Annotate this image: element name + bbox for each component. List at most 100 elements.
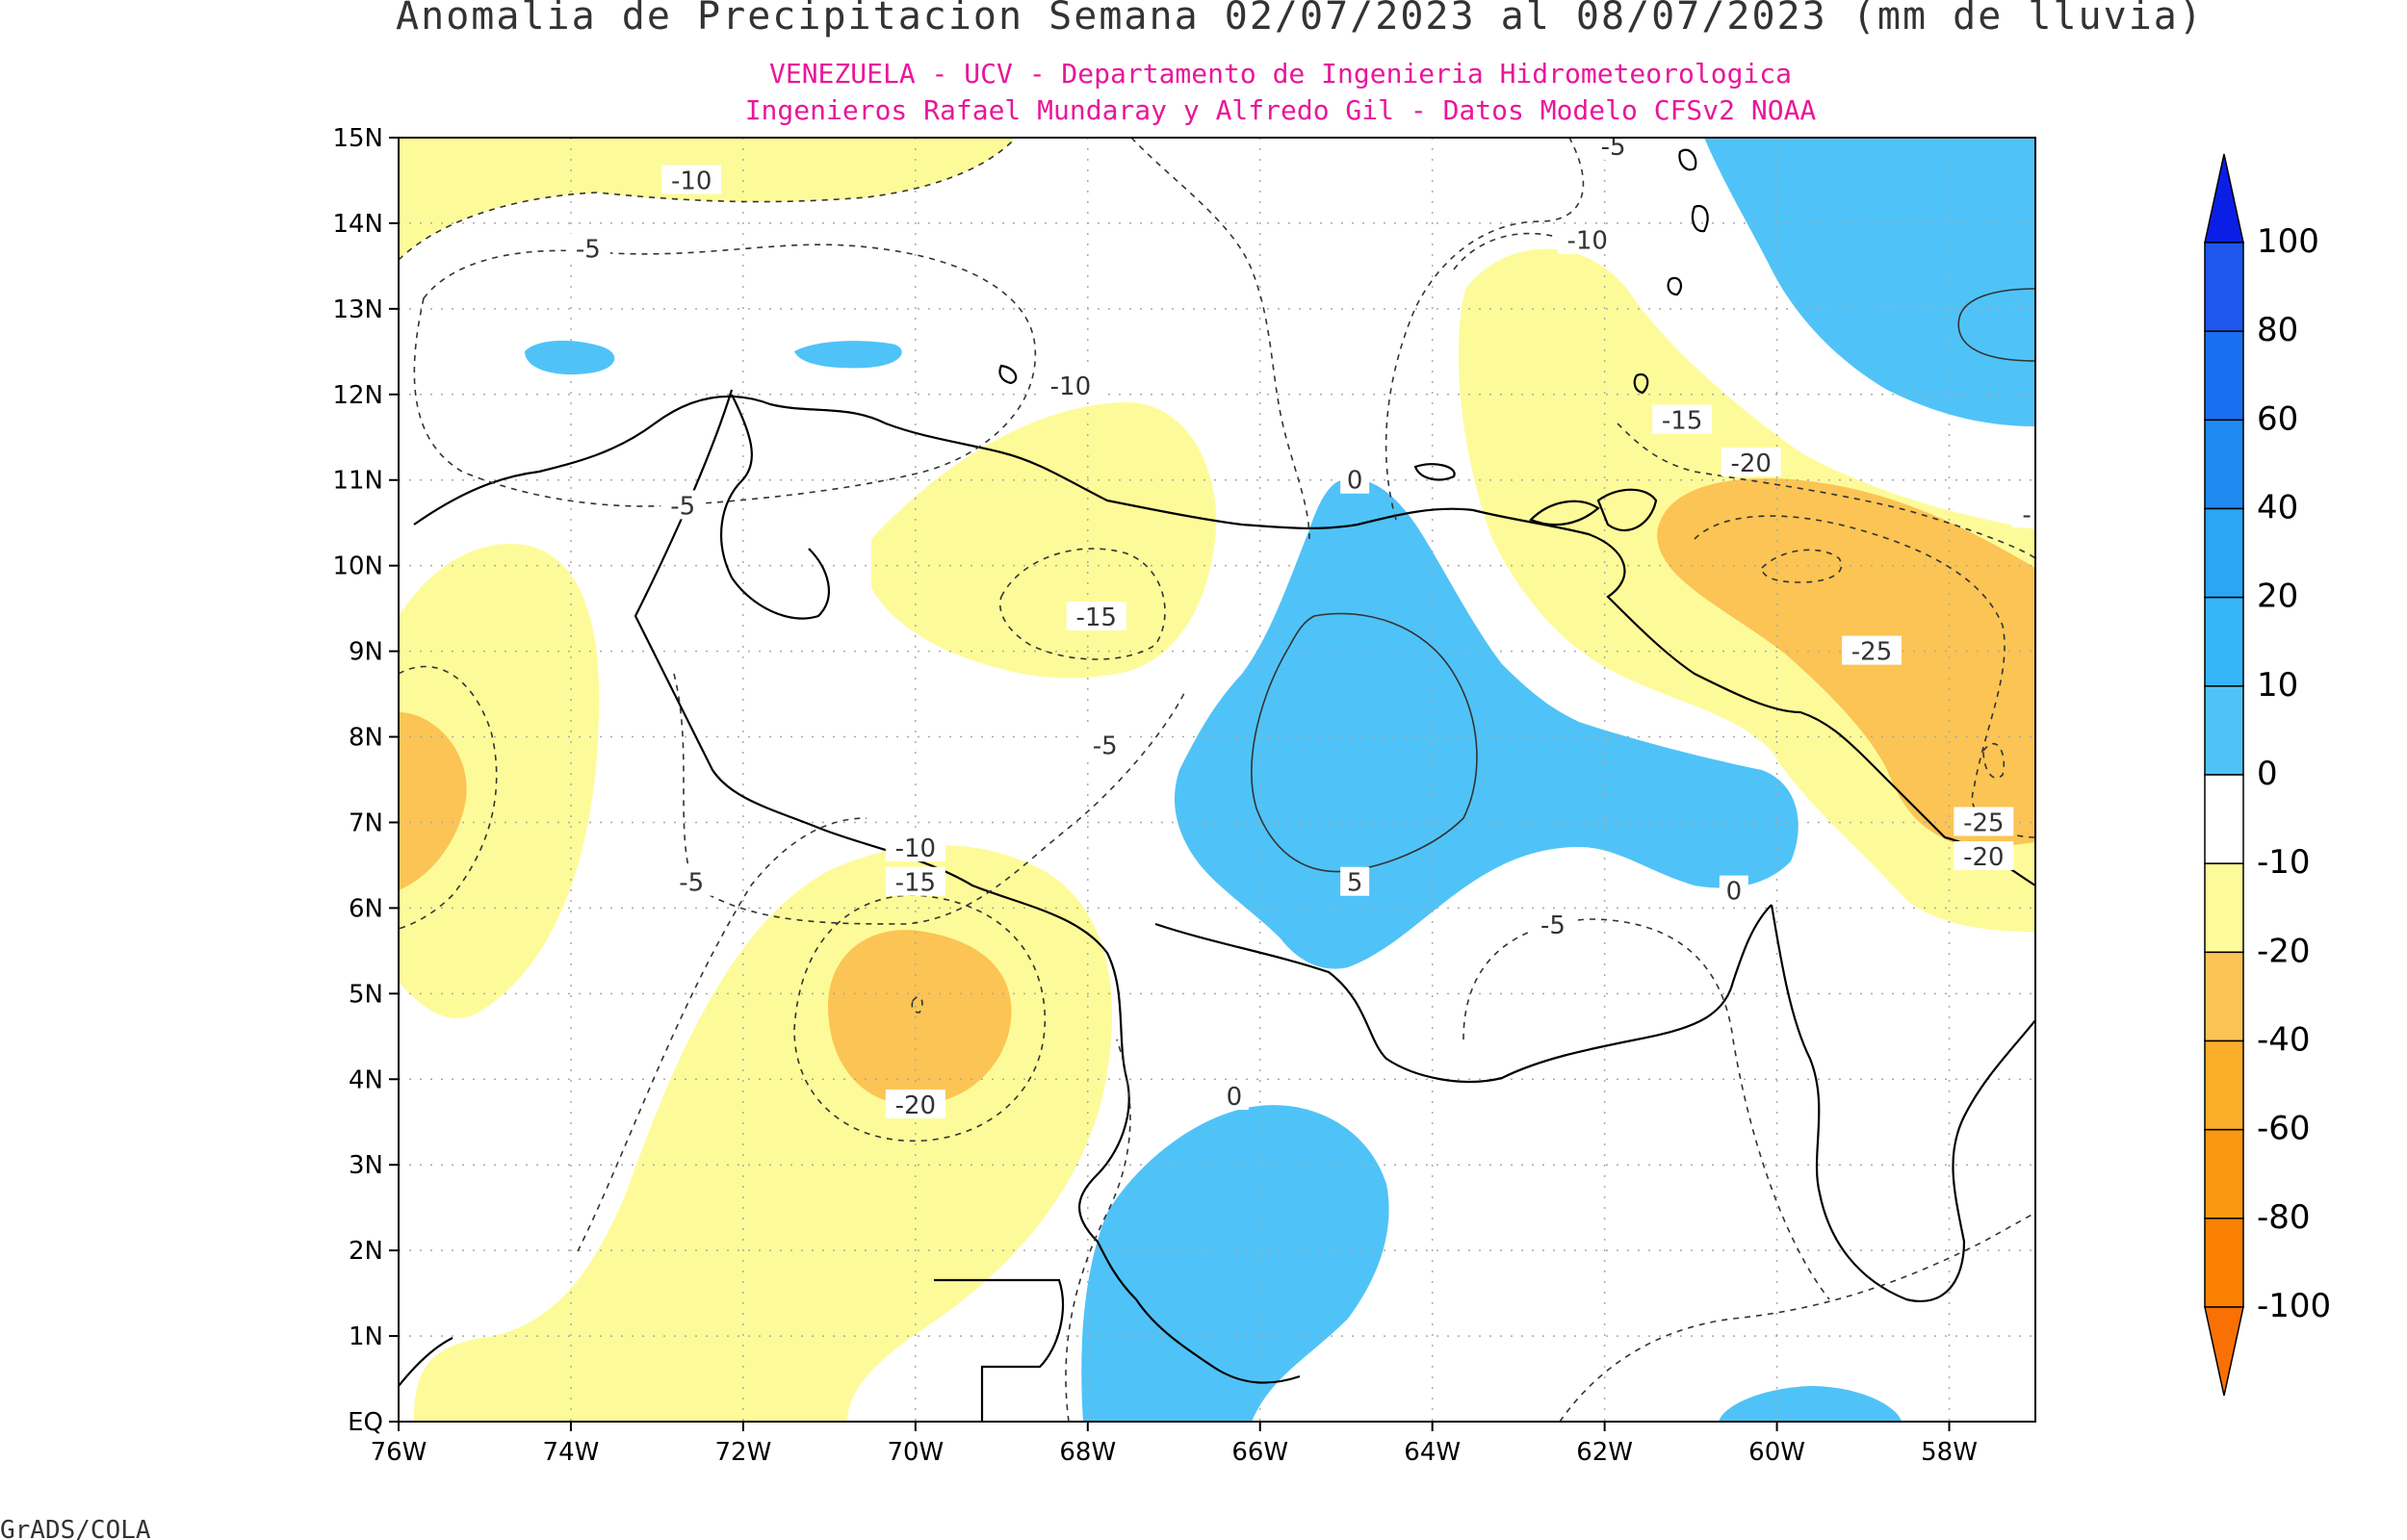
contour-label-bg — [660, 490, 706, 520]
contour-label: -15 — [1662, 406, 1702, 435]
colorbar-segment — [2204, 951, 2244, 1042]
contour-neg5-ne-top — [1385, 138, 1585, 521]
contour-label-bg — [669, 866, 714, 896]
contour-label: -5 — [1093, 732, 1118, 760]
contour-label-bg — [1721, 447, 1781, 476]
contour-label-bg — [1340, 866, 1370, 896]
shade-pos-northeast-main — [1704, 138, 2035, 426]
contour-labels: -10-5-5-10-15-5-10-15-5-200500-5-10-5-15… — [565, 130, 2042, 1120]
shade-neg20-west — [399, 712, 467, 890]
contour-label: -10 — [1567, 227, 1608, 256]
island-north-4 — [1633, 372, 1649, 395]
contour-label-bg — [1719, 875, 1748, 905]
colorbar-segment — [2204, 507, 2244, 599]
contour-label: -25 — [1851, 638, 1892, 667]
contour-label: -5 — [576, 236, 601, 265]
colorbar-segment — [2204, 330, 2244, 422]
contour-label-bg — [1591, 130, 1636, 160]
lat-tick-label: 8N — [349, 724, 383, 753]
contour-label-bg — [885, 833, 945, 862]
grads-footer: GrADS/COLA — [0, 1516, 151, 1540]
lat-tick-label: 5N — [349, 980, 383, 1009]
shade-pos-small-1 — [525, 340, 615, 375]
contour-label-bg — [1340, 464, 1370, 494]
lat-tick-label: 14N — [332, 210, 383, 239]
contour-label-bg — [1954, 841, 2014, 871]
shade-pos-south — [1081, 1105, 1389, 1422]
trinidad — [1596, 488, 1658, 531]
venezuela-colombia-border — [634, 389, 1301, 1384]
contour-pos-ne-inner — [1957, 288, 2035, 362]
contour-neg5-nw — [413, 244, 1037, 507]
contour-label: -25 — [1963, 808, 2004, 837]
contour-label-bg — [1652, 404, 1713, 434]
colorbar-segment — [2204, 242, 2244, 332]
island-margarita — [1413, 463, 1456, 481]
colorbar-label: 40 — [2257, 489, 2298, 527]
contour-label: -20 — [895, 1091, 936, 1120]
shade-pos-small-2 — [794, 341, 902, 369]
contour-neg10-nw — [399, 138, 1017, 261]
maracaibo-basin — [720, 394, 830, 620]
contour-neg5-central-west — [1065, 1039, 1131, 1422]
lat-tick-label: 12N — [332, 381, 383, 410]
lat-tick-label: 9N — [349, 638, 383, 667]
colorbar-label: 80 — [2257, 311, 2298, 349]
contour-neg5-w2 — [673, 673, 1185, 925]
island-north-1 — [1678, 148, 1697, 171]
colorbar-label: 100 — [2257, 222, 2319, 261]
lon-tick-label: 72W — [714, 1438, 771, 1467]
contour-neg25-e-inner — [1761, 549, 1843, 583]
contour-neg10-w — [399, 665, 498, 930]
caribbean-coast — [413, 395, 2035, 886]
colorbar-label: -20 — [2257, 932, 2311, 970]
contour-neg5-se2 — [1559, 1212, 2035, 1422]
colombia-west-coast — [399, 1337, 453, 1387]
lat-tick-label: 3N — [349, 1151, 383, 1180]
map-frame — [398, 137, 2036, 1423]
lon-tick-label: 76W — [371, 1438, 427, 1467]
shade-neg10-nw — [399, 138, 1016, 260]
colorbar-segment — [2204, 419, 2244, 510]
lon-tick-label: 70W — [887, 1438, 944, 1467]
contour-label: 0 — [1726, 878, 1743, 907]
contour-neg5-central-east — [1130, 138, 1310, 540]
contour-label-bg — [1954, 807, 2014, 836]
colorbar-segment — [2204, 685, 2244, 776]
subtitle-line-1: VENEZUELA - UCV - Departamento de Ingeni… — [769, 58, 1792, 90]
colorbar-segment — [2204, 596, 2244, 687]
contour-label-bg — [1082, 730, 1127, 759]
contour-label: 5 — [1347, 869, 1363, 898]
graticule — [399, 138, 2035, 1422]
contour-label: -10 — [1050, 372, 1091, 401]
colorbar-segment — [2204, 774, 2244, 864]
contour-label: - — [2022, 500, 2031, 529]
contour-label-bg — [1219, 1081, 1249, 1111]
contour-neg20-sw-inner — [911, 996, 923, 1014]
lon-tick-label: 66W — [1231, 1438, 1288, 1467]
contour-label: -15 — [895, 869, 936, 898]
contour-label-bg — [565, 233, 610, 263]
colorbar-segment — [2204, 862, 2244, 954]
colorbar-segment — [2204, 1128, 2244, 1219]
lat-tick-label: 13N — [332, 295, 383, 324]
orinoco-delta-island — [1529, 500, 1600, 526]
contour-neg5-se — [1462, 918, 1830, 1300]
contour-neg25-e-inner2 — [1982, 742, 2006, 779]
lon-tick-label: 62W — [1576, 1438, 1633, 1467]
lat-tick-label: 6N — [349, 894, 383, 923]
lon-tick-label: 58W — [1921, 1438, 1978, 1467]
lon-tick-label: 64W — [1404, 1438, 1461, 1467]
colorbar-label: 0 — [2257, 755, 2278, 793]
contour-label: 0 — [1227, 1083, 1243, 1112]
contour-label: -20 — [1731, 449, 1772, 478]
lat-tick-label: 15N — [332, 124, 383, 153]
colorbar-bottom-arrow — [2204, 1306, 2244, 1397]
lat-tick-label: 2N — [349, 1237, 383, 1266]
lon-tick-label: 60W — [1748, 1438, 1805, 1467]
contour-label: -15 — [1076, 603, 1117, 632]
contour-label: -10 — [671, 167, 712, 195]
map-panel: -10-5-5-10-15-5-10-15-5-200500-5-10-5-15… — [332, 124, 2042, 1467]
